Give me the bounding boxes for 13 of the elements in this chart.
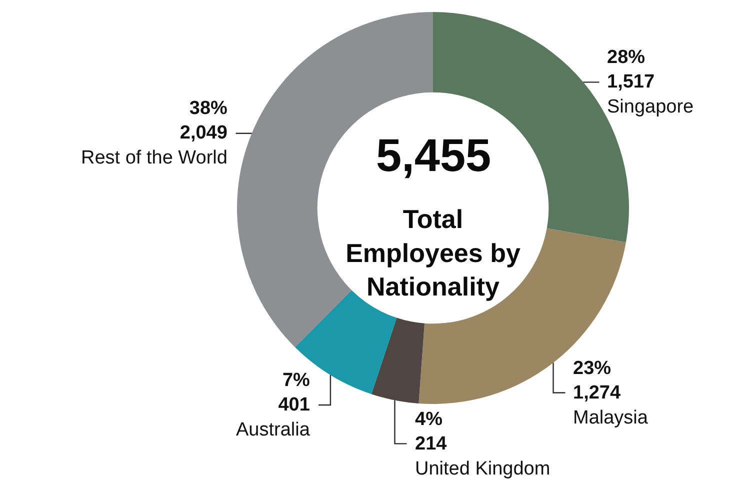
data-label: 38% 2,049 xyxy=(180,98,228,144)
slice-label: Malaysia xyxy=(573,407,648,428)
slice-label: United Kingdom xyxy=(415,458,550,480)
data-label: 4% 214 xyxy=(415,409,448,455)
data-label: 28% 1,517 xyxy=(607,47,655,93)
slice-label: Singapore xyxy=(607,96,694,118)
text: 5,455 xyxy=(376,129,492,181)
data-label: 7% 401 xyxy=(278,370,310,416)
data-label: 23% 1,274 xyxy=(573,358,621,404)
donut-slice xyxy=(371,318,425,404)
slice-label: Australia xyxy=(236,419,310,440)
slice-label: Rest of the World xyxy=(81,147,228,168)
text: Total Employees by Nationality xyxy=(346,204,521,302)
